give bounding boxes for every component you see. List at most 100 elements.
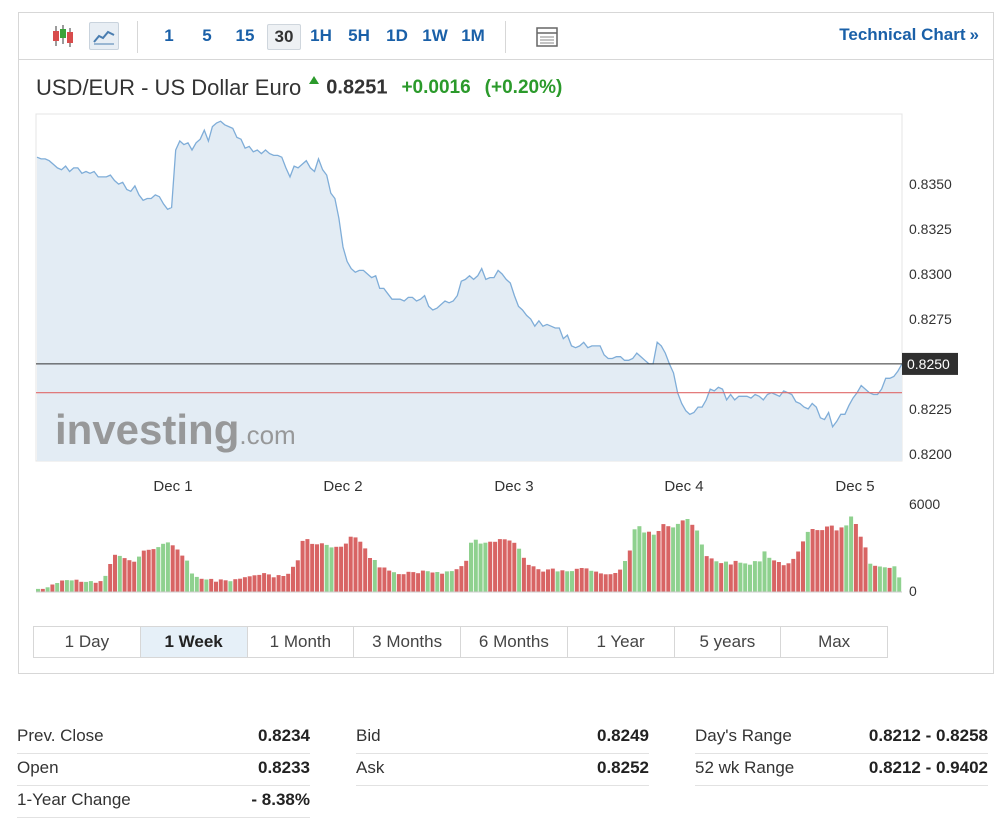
line-chart-icon[interactable] xyxy=(89,22,119,50)
interval-1[interactable]: 1 xyxy=(164,26,174,45)
volume-bar xyxy=(329,547,334,592)
volume-bar xyxy=(60,580,65,592)
candlestick-chart-icon[interactable] xyxy=(47,22,77,50)
volume-bar xyxy=(242,577,247,592)
volume-bar xyxy=(444,571,449,592)
chart-panel: 1 5 15 30 1H 5H 1D 1W 1M Technical Chart» USD/EU… xyxy=(18,12,994,674)
interval-1w[interactable]: 1W xyxy=(422,26,448,45)
volume-bar xyxy=(651,534,656,592)
volume-bar xyxy=(291,566,295,592)
x-axis-tick-label: Dec 4 xyxy=(664,478,703,495)
instrument-name: USD/EUR - US Dollar Euro xyxy=(36,75,302,100)
technical-chart-link[interactable]: Technical Chart» xyxy=(839,25,979,45)
volume-bar xyxy=(546,569,550,592)
range-tab-1-year[interactable]: 1 Year xyxy=(568,627,675,657)
volume-bar xyxy=(714,561,719,592)
volume-bar xyxy=(627,550,632,592)
volume-bar xyxy=(666,526,671,592)
y-axis-tick-label: 0.8325 xyxy=(909,221,952,237)
volume-bar xyxy=(180,555,185,592)
volume-bar xyxy=(228,581,233,592)
volume-bar xyxy=(305,539,310,592)
volume-bar xyxy=(603,574,608,592)
range-tab-max[interactable]: Max xyxy=(818,632,851,651)
volume-bar xyxy=(411,572,416,592)
volume-bar xyxy=(815,530,820,592)
range-tab-1-week[interactable]: 1 Week xyxy=(140,627,248,657)
volume-bar xyxy=(204,579,209,592)
volume-bar xyxy=(728,564,733,592)
chevron-right-icon: » xyxy=(969,25,979,44)
stat-value: 0.8212 - 0.9402 xyxy=(868,758,988,777)
volume-bar xyxy=(536,569,541,592)
volume-bar xyxy=(887,567,892,592)
volume-bar xyxy=(141,550,146,592)
volume-bar xyxy=(724,561,728,592)
stat-row: 52 wk Range 0.8212 - 0.9402 xyxy=(695,754,988,786)
volume-bar xyxy=(459,566,464,592)
volume-bar xyxy=(526,564,531,592)
volume-bar xyxy=(882,567,887,592)
range-tab-1-month[interactable]: 1 Month xyxy=(248,627,355,657)
interval-1m[interactable]: 1M xyxy=(461,26,485,45)
price-area-fill xyxy=(37,121,902,461)
stat-label: Prev. Close xyxy=(17,726,104,745)
volume-bar xyxy=(103,575,108,592)
range-tab-5-years[interactable]: 5 years xyxy=(675,627,782,657)
range-tab-6-months[interactable]: 6 Months xyxy=(461,627,568,657)
volume-bar xyxy=(776,562,781,592)
range-tab-3-months[interactable]: 3 Months xyxy=(354,627,461,657)
quote-header: USD/EUR - US Dollar Euro 0.8251 +0.0016 (+0… xyxy=(36,75,562,103)
interval-5[interactable]: 5 xyxy=(202,26,212,45)
volume-bar xyxy=(36,588,40,592)
volume-bar xyxy=(88,581,93,592)
stat-label: Open xyxy=(17,758,59,777)
stat-label: Bid xyxy=(356,726,381,745)
volume-bar xyxy=(79,581,84,592)
interval-1d[interactable]: 1D xyxy=(386,26,408,45)
volume-bar xyxy=(396,574,401,592)
x-axis-tick-label: Dec 5 xyxy=(835,478,874,495)
volume-bar xyxy=(435,572,440,592)
price-volume-chart[interactable]: investing.com 0.8200 0.8225 0.8275 0.8300 0.8… xyxy=(19,13,993,625)
volume-bar xyxy=(642,532,647,592)
volume-bar xyxy=(589,570,594,592)
volume-bar xyxy=(757,561,762,592)
interval-5h[interactable]: 5H xyxy=(348,26,370,45)
volume-bar xyxy=(598,573,603,592)
volume-bar xyxy=(781,565,786,592)
volume-bar xyxy=(834,530,839,592)
volume-bar xyxy=(64,580,69,592)
volume-bar xyxy=(50,584,55,592)
volume-bar xyxy=(521,557,526,592)
volume-bar xyxy=(113,554,117,592)
last-price-tag-label: 0.8250 xyxy=(907,356,950,372)
table-view-icon[interactable] xyxy=(535,26,559,48)
last-price-tag xyxy=(902,352,958,375)
volume-bar xyxy=(156,547,161,592)
interval-30[interactable]: 30 xyxy=(267,24,301,50)
y-axis-tick-label: 0.8200 xyxy=(909,446,952,462)
volume-bar xyxy=(324,544,329,592)
volume-bar xyxy=(738,562,743,592)
range-tab-1-day[interactable]: 1 Day xyxy=(34,627,141,657)
x-axis-tick-label: Dec 2 xyxy=(323,478,362,495)
stat-row: Ask 0.8252 xyxy=(356,754,649,786)
volume-bar xyxy=(339,546,344,592)
volume-bar xyxy=(69,580,74,592)
stat-value: - 8.38% xyxy=(251,790,310,809)
volume-bar xyxy=(127,560,132,592)
volume-bar xyxy=(541,571,546,592)
volume-bar xyxy=(252,575,257,592)
volume-bar xyxy=(685,519,690,592)
stats-column: Prev. Close 0.8234 Open 0.8233 1-Year Change… xyxy=(17,722,310,818)
interval-15[interactable]: 15 xyxy=(235,26,255,45)
price-line xyxy=(36,120,903,429)
interval-1h[interactable]: 1H xyxy=(310,26,332,45)
volume-bar xyxy=(40,588,45,592)
volume-bar xyxy=(473,539,478,592)
volume-bar xyxy=(483,542,488,592)
volume-bar xyxy=(858,536,863,592)
volume-bar xyxy=(214,581,218,592)
volume-bar xyxy=(271,577,276,592)
